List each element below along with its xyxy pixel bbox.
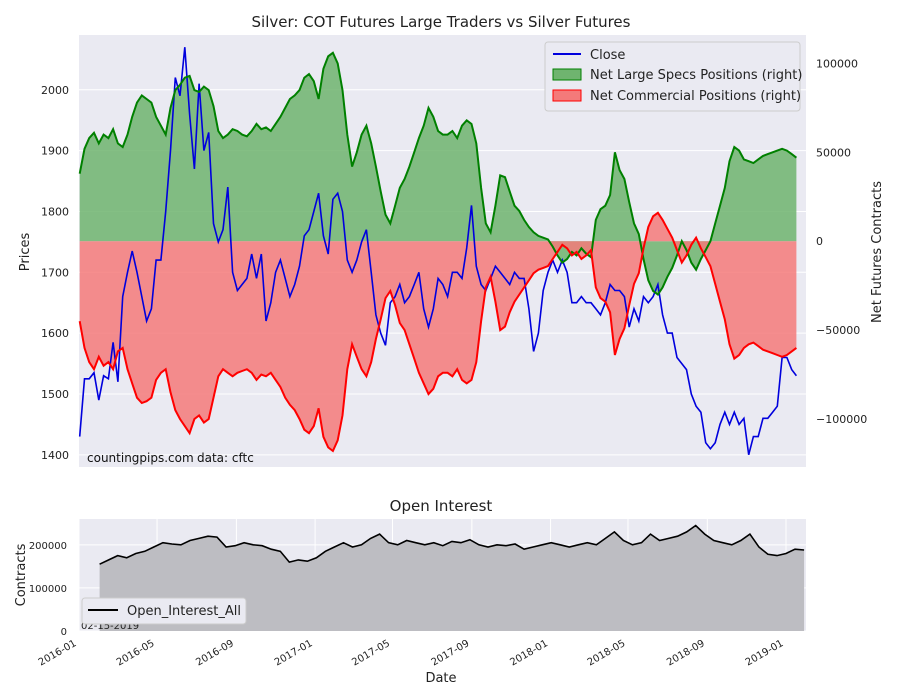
- open-interest-line: [99, 524, 805, 565]
- open-interest-legend: Open_Interest_All: [81, 597, 247, 625]
- net-commercial-line: [78, 211, 797, 453]
- date-tick-label: 2016-05: [115, 638, 157, 668]
- price-tick-label: 1800: [41, 205, 69, 218]
- open-interest-series: [99, 524, 805, 631]
- price-axis-ticks: 1400 1500 1600 1700 1800 1900 2000: [41, 84, 69, 462]
- net-contracts-axis-label: Net Futures Contracts: [870, 181, 885, 323]
- date-tick-label: 2019-01: [744, 638, 786, 668]
- open-interest-tick-label: 100000: [29, 584, 67, 595]
- silver-close-line: [78, 47, 798, 456]
- price-tick-label: 2000: [41, 84, 69, 97]
- net-contracts-tick-label: 50000: [816, 146, 851, 159]
- legend-commercial-label: Net Commercial Positions (right): [590, 89, 801, 104]
- source-watermark: countingpips.com: [87, 451, 194, 465]
- net-contracts-axis-ticks: −100000 −50000 0 50000 100000: [816, 57, 867, 426]
- date-tick-label: 2018-01: [508, 638, 550, 668]
- net-contracts-tick-label: −50000: [816, 324, 860, 337]
- legend-open-interest-label: Open_Interest_All: [127, 604, 241, 619]
- open-interest-y-ticks: 0 100000 200000: [29, 541, 67, 638]
- main-legend-box: [544, 41, 801, 112]
- open-interest-tick-label: 200000: [29, 541, 67, 552]
- open-interest-tick-label: 0: [61, 627, 67, 638]
- price-tick-label: 1700: [41, 266, 69, 279]
- price-axis-label: Prices: [18, 233, 33, 272]
- open-interest-title: Open Interest: [390, 497, 493, 515]
- main-legend: Close Net Large Specs Positions (right) …: [544, 41, 802, 112]
- net-contracts-tick-label: −100000: [816, 413, 867, 426]
- net-contracts-tick-label: 100000: [816, 57, 858, 70]
- date-tick-label: 2018-05: [586, 638, 628, 668]
- date-tick-label: 2017-05: [350, 638, 392, 668]
- date-stamp: 02-15-2019: [81, 621, 139, 632]
- contracts-axis-label: Contracts: [14, 543, 29, 606]
- net-commercial-area: [79, 212, 797, 451]
- legend-close-label: Close: [590, 48, 625, 63]
- net-contracts-tick-label: 0: [816, 235, 823, 248]
- net-large-specs-area: [79, 52, 797, 295]
- price-tick-label: 1900: [41, 145, 69, 158]
- open-interest-area: [99, 525, 805, 631]
- price-tick-label: 1600: [41, 327, 69, 340]
- date-axis-label: Date: [425, 671, 456, 686]
- legend-specs-swatch: [552, 68, 582, 81]
- legend-commercial-swatch: [552, 89, 582, 102]
- data-source-watermark: data: cftc: [197, 451, 254, 465]
- main-plot-series: [78, 47, 798, 456]
- date-tick-label: 2017-09: [430, 638, 472, 668]
- net-large-specs-line: [78, 51, 798, 297]
- price-tick-label: 1400: [41, 449, 69, 462]
- date-tick-label: 2016-09: [194, 638, 236, 668]
- date-tick-label: 2017-01: [273, 638, 315, 668]
- legend-specs-label: Net Large Specs Positions (right): [590, 68, 802, 83]
- date-axis-ticks: 2016-01 2016-05 2016-09 2017-01 2017-05 2017-…: [37, 638, 786, 668]
- date-tick-label: 2016-01: [37, 638, 79, 668]
- price-tick-label: 1500: [41, 388, 69, 401]
- date-tick-label: 2018-09: [665, 638, 707, 668]
- open-interest-legend-box: [81, 597, 247, 625]
- main-chart-title: Silver: COT Futures Large Traders vs Sil…: [252, 13, 631, 31]
